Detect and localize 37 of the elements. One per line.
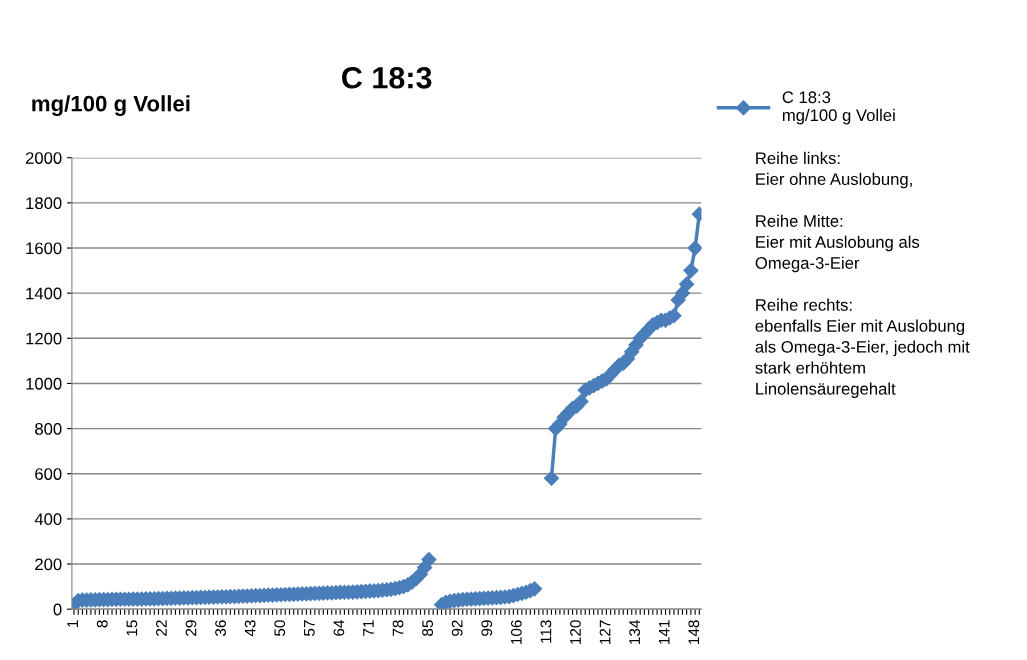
- x-tick-label: 15: [126, 620, 138, 636]
- y-tick-label: 400: [34, 513, 62, 526]
- x-tick-label: 57: [304, 620, 315, 636]
- y-axis-title: mg/100 g Vollei: [32, 95, 190, 117]
- x-tick-label: 71: [363, 620, 374, 636]
- x-tick-label: 8: [96, 620, 108, 628]
- x-tick-label: 113: [540, 620, 552, 643]
- x-tick-label: 134: [629, 620, 641, 644]
- x-tick-label: 92: [451, 620, 463, 636]
- y-tick-label: 2000: [25, 152, 62, 164]
- x-tick-label: 99: [481, 620, 493, 636]
- legend-label: C 18:3 mg/100 g Vollei: [782, 91, 895, 125]
- x-tick-label: 50: [274, 620, 286, 636]
- y-tick-label: 800: [35, 423, 62, 435]
- x-tick-label: 106: [510, 620, 522, 644]
- text: Reihe links: Eier ohne Auslobung, Reihe Mitte: Eier mit Auslobung als Omega-3-Eier Reihe rechts: ebenfalls Eier mit Auslobung als Omega-3-Eier, jedoch mit stark erhöhtem Linolensäuregehalt: [755, 151, 970, 399]
- chart-title: C 18:3: [342, 66, 432, 89]
- y-tick-label: 1800: [26, 197, 62, 210]
- x-tick-label: 85: [422, 620, 434, 636]
- y-tick-label: 1200: [26, 332, 62, 345]
- x-tick-label: 127: [599, 620, 611, 644]
- x-tick-label: 148: [688, 620, 700, 644]
- x-tick-label: 22: [156, 620, 167, 636]
- x-tick-label: 78: [392, 620, 404, 636]
- y-tick-label: 0: [53, 603, 62, 616]
- y-tick-label: 600: [35, 468, 62, 480]
- x-tick-label: 141: [658, 620, 670, 644]
- y-tick-label: 1400: [26, 287, 62, 300]
- x-tick-label: 29: [185, 620, 197, 636]
- x-tick-label: 1: [67, 620, 78, 627]
- x-tick-label: 36: [215, 620, 226, 637]
- y-tick-label: 200: [35, 558, 62, 571]
- x-tick-label: 43: [244, 620, 256, 637]
- x-tick-label: 64: [333, 620, 345, 636]
- y-tick-label: 1600: [26, 242, 62, 255]
- x-tick-label: 120: [570, 620, 581, 644]
- y-tick-label: 1000: [26, 377, 62, 390]
